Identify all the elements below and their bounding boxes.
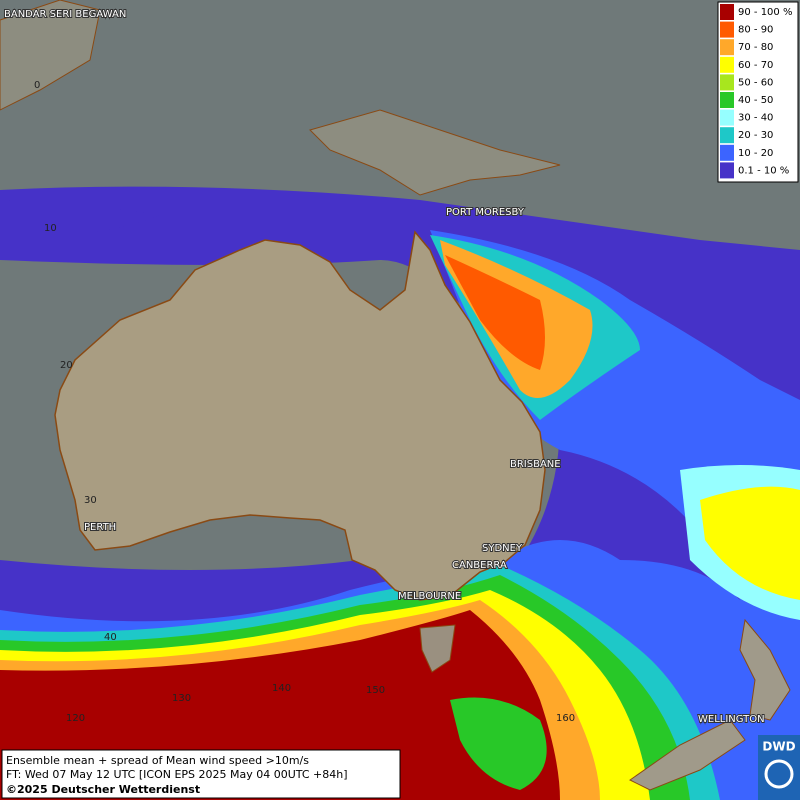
logo: DWD xyxy=(762,740,795,754)
legend-swatch xyxy=(720,92,734,108)
nz-north xyxy=(739,618,791,721)
legend-swatch xyxy=(720,56,734,73)
grid-label: 120 xyxy=(66,713,85,724)
city-label: BANDAR SERI BEGAWAN xyxy=(4,9,126,20)
footer-line: FT: Wed 07 May 12 UTC [ICON EPS 2025 May… xyxy=(6,768,348,781)
legend-label: 50 - 60 xyxy=(738,77,773,88)
legend-label: 20 - 30 xyxy=(738,130,773,141)
legend-swatch xyxy=(720,4,734,20)
nz-south xyxy=(629,719,746,791)
australia xyxy=(54,230,546,601)
legend-swatch xyxy=(720,21,734,38)
legend-label: 90 - 100 % xyxy=(738,7,792,18)
grid-label: 140 xyxy=(272,683,291,694)
field-60 xyxy=(700,486,800,600)
tasmania xyxy=(419,624,456,673)
field-40c xyxy=(450,697,547,790)
city-label: WELLINGTON xyxy=(698,714,765,725)
grid-label: 40 xyxy=(104,632,117,643)
legend-label: 40 - 50 xyxy=(738,95,773,106)
grid-label: 160 xyxy=(556,713,575,724)
legend-label: 80 - 90 xyxy=(738,25,773,36)
grid-label: 130 xyxy=(172,693,191,704)
legend-label: 70 - 80 xyxy=(738,42,773,53)
borneo xyxy=(0,0,101,111)
footer-line: Ensemble mean + spread of Mean wind spee… xyxy=(6,754,309,767)
city-label: CANBERRA xyxy=(452,560,507,571)
field-80 xyxy=(445,255,545,370)
grid-label: 150 xyxy=(366,685,385,696)
legend-label: 10 - 20 xyxy=(738,148,773,159)
logo-box xyxy=(758,735,800,800)
legend-swatch xyxy=(720,144,734,161)
grid-label: 10 xyxy=(44,223,57,234)
legend-swatch xyxy=(720,109,734,126)
legend-swatch xyxy=(720,127,734,144)
legend-swatch xyxy=(720,39,734,56)
legend-swatch xyxy=(720,162,734,179)
grid-label: 0 xyxy=(34,80,40,91)
city-label: PORT MORESBY xyxy=(446,207,525,218)
grid-label: 20 xyxy=(60,360,73,371)
grid-label: 30 xyxy=(84,495,97,506)
logo-swirl xyxy=(764,759,794,789)
new-guinea xyxy=(309,109,561,196)
legend-label: 60 - 70 xyxy=(738,60,773,71)
field-01b xyxy=(0,200,160,236)
legend-swatch xyxy=(720,74,734,91)
legend-label: 30 - 40 xyxy=(738,113,773,124)
footer-line: ©2025 Deutscher Wetterdienst xyxy=(6,783,200,796)
city-label: PERTH xyxy=(84,522,116,533)
footer-box xyxy=(1,749,401,799)
legend: 90 - 100 % 80 - 90 70 - 80 60 - 70 50 - 60 40… xyxy=(720,4,792,179)
city-label: BRISBANE xyxy=(510,459,561,470)
legend-label: 0.1 - 10 % xyxy=(738,165,789,176)
city-label: MELBOURNE xyxy=(398,591,461,602)
city-label: SYDNEY xyxy=(482,543,523,554)
